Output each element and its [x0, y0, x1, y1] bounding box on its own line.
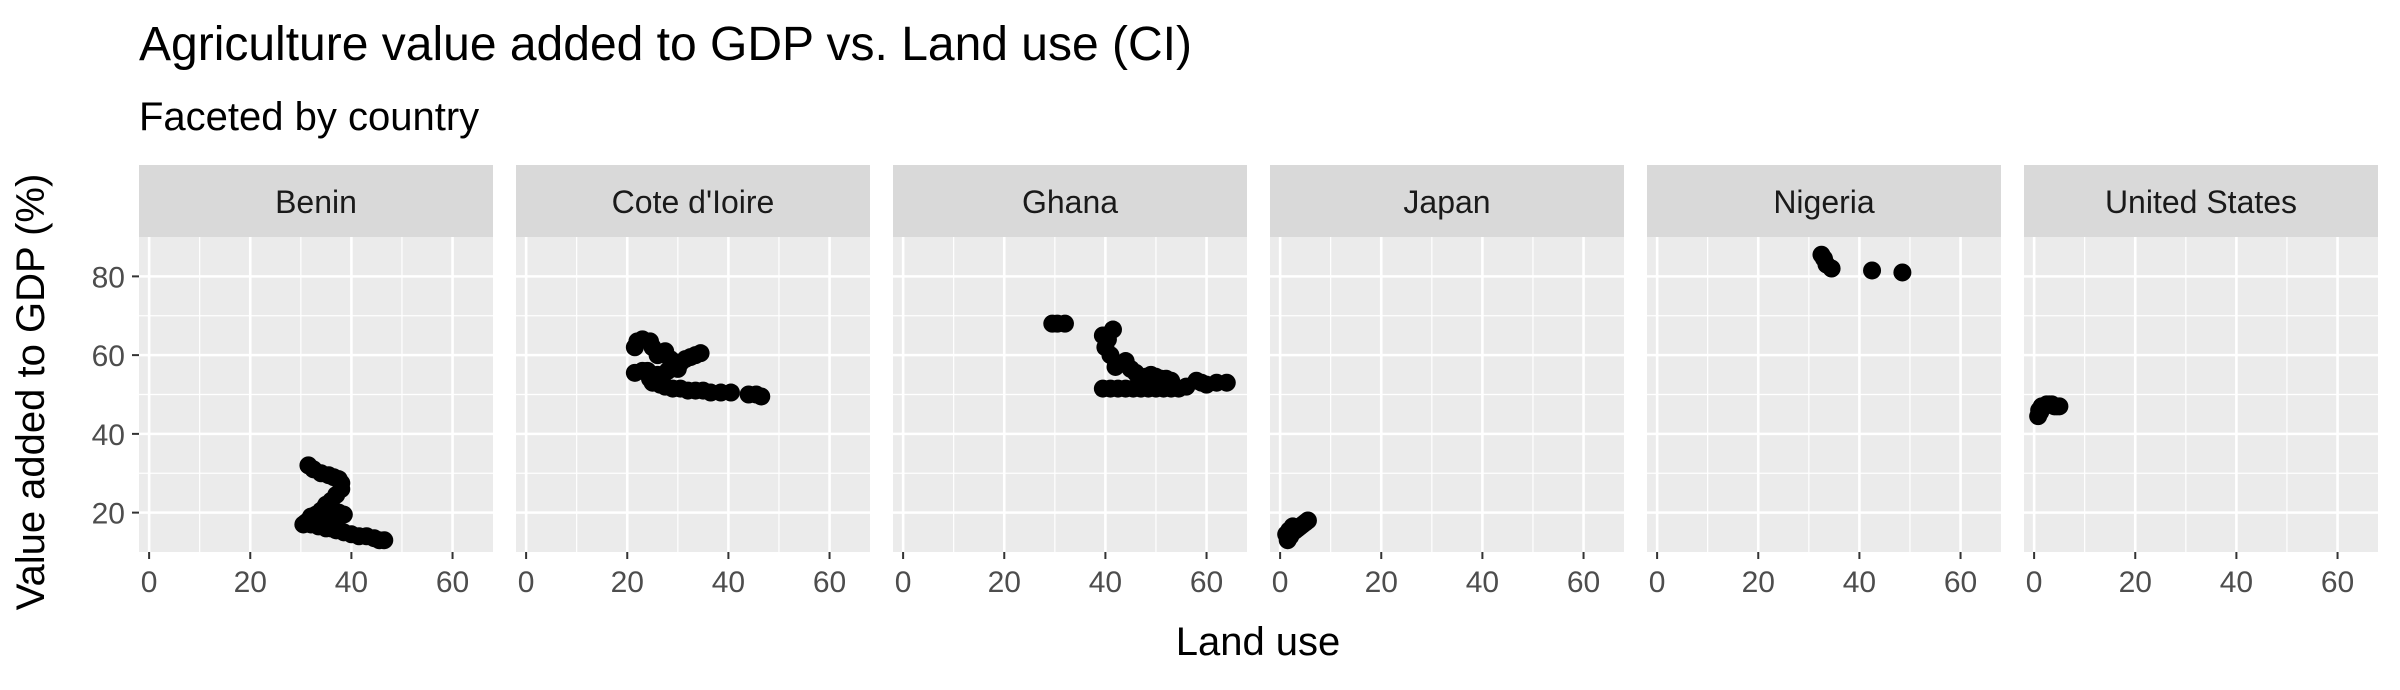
data-point: [752, 387, 771, 406]
facet-label: Ghana: [1022, 184, 1118, 220]
x-tick-label: 40: [712, 566, 745, 599]
facet-panel: Japan 0 20 40 60: [1270, 165, 1624, 599]
facet-panel: Nigeria 0 20 40 60: [1647, 165, 2001, 599]
data-point: [375, 531, 394, 550]
y-tick-label: 60: [92, 340, 125, 373]
x-tick-label: 40: [335, 566, 368, 599]
facet-panel: United States 0 20 40 60: [2024, 165, 2378, 599]
x-tick-label: 40: [1466, 566, 1499, 599]
facet-label: Cote d'Ioire: [612, 184, 775, 220]
data-point: [1283, 517, 1302, 536]
x-tick-label: 20: [611, 566, 644, 599]
x-tick-label: 40: [2220, 566, 2253, 599]
x-tick-label: 0: [1272, 566, 1289, 599]
chart-subtitle: Faceted by country: [139, 95, 479, 139]
facet-strip: [1647, 165, 2001, 237]
data-point: [691, 344, 710, 363]
x-tick-label: 40: [1089, 566, 1122, 599]
facet-panels: Benin 0 20 40 60 Cote d'Ioire 0 20 40 60 Ghana 0 20 4…: [92, 165, 2378, 599]
data-point: [1103, 320, 1122, 339]
facet-strip: [1270, 165, 1624, 237]
facet-strip: [893, 165, 1247, 237]
x-tick-label: 60: [436, 566, 469, 599]
facet-strip: [139, 165, 493, 237]
data-point: [721, 383, 740, 402]
facet-label: Benin: [275, 184, 357, 220]
facet-strip: [2024, 165, 2378, 237]
x-tick-label: 60: [1190, 566, 1223, 599]
data-point: [1055, 314, 1074, 333]
x-tick-label: 0: [2026, 566, 2043, 599]
x-tick-label: 20: [1365, 566, 1398, 599]
x-tick-label: 20: [988, 566, 1021, 599]
x-tick-label: 0: [895, 566, 912, 599]
facet-strip: [516, 165, 870, 237]
data-point: [668, 359, 687, 378]
data-point: [1893, 263, 1912, 282]
x-tick-label: 0: [1649, 566, 1666, 599]
x-tick-label: 20: [234, 566, 267, 599]
data-point: [1217, 373, 1236, 392]
facet-panel: Cote d'Ioire 0 20 40 60: [516, 165, 870, 599]
facet-label: United States: [2105, 184, 2297, 220]
x-axis-title: Land use: [1176, 620, 1341, 664]
facet-label: Japan: [1403, 184, 1490, 220]
y-tick-label: 20: [92, 498, 125, 531]
y-tick-label: 80: [92, 261, 125, 294]
y-axis-title: Value added to GDP (%): [9, 174, 53, 611]
x-tick-label: 0: [518, 566, 535, 599]
facet-panel: Benin 0 20 40 60: [139, 165, 493, 599]
y-tick-label: 40: [92, 419, 125, 452]
data-point: [314, 509, 333, 528]
x-tick-label: 60: [2321, 566, 2354, 599]
x-tick-label: 40: [1843, 566, 1876, 599]
facet-label: Nigeria: [1773, 184, 1875, 220]
x-tick-label: 60: [813, 566, 846, 599]
x-tick-label: 0: [141, 566, 158, 599]
chart-title: Agriculture value added to GDP vs. Land …: [139, 18, 1192, 71]
data-point: [1822, 259, 1841, 278]
x-tick-label: 20: [2119, 566, 2152, 599]
data-point: [2032, 397, 2051, 416]
data-point: [2050, 397, 2069, 416]
facet-panel: Ghana 0 20 40 60: [893, 165, 1247, 599]
x-tick-label: 60: [1567, 566, 1600, 599]
x-tick-label: 60: [1944, 566, 1977, 599]
x-tick-label: 20: [1742, 566, 1775, 599]
data-point: [1863, 261, 1882, 280]
data-point: [1298, 511, 1317, 530]
